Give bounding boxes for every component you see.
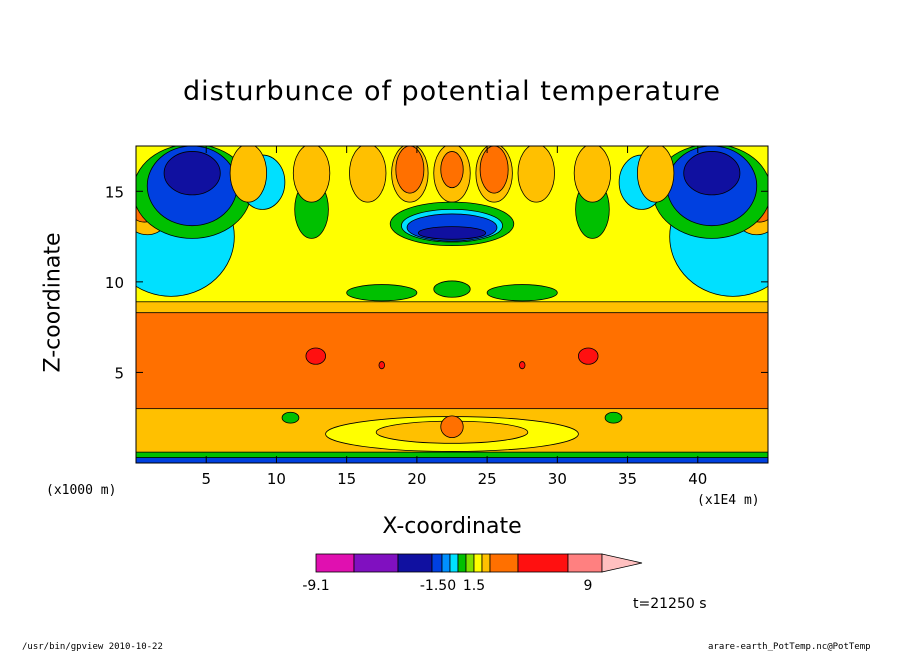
red-dot-right <box>519 361 526 370</box>
amber-pulse-1 <box>292 146 331 203</box>
colorbar-swatch <box>465 553 475 573</box>
green-dash-center <box>433 280 471 298</box>
x-axis-label: X-coordinate <box>382 514 522 539</box>
x-tick-label: 10 <box>267 470 286 488</box>
x-unit-right: (x1E4 m) <box>697 493 760 508</box>
colorbar-label: 1.5 <box>463 578 485 594</box>
chart-title: disturbunce of potential temperature <box>183 76 721 107</box>
navy-cell-right <box>683 151 741 196</box>
colorbar-swatch <box>473 553 483 573</box>
x-tick-label: 35 <box>618 470 637 488</box>
colorbar-swatch <box>449 553 459 573</box>
plot-frame <box>135 145 769 464</box>
amber-pulse-8 <box>636 146 675 203</box>
amber-pulse-7 <box>573 146 612 203</box>
green-dash-right <box>486 284 558 302</box>
orange-speck-center <box>440 415 464 439</box>
colorbar-swatch <box>315 553 355 573</box>
y-axis-label: Z-coordinate <box>40 232 66 373</box>
y-tick-label: 15 <box>105 183 124 201</box>
amber-pulse-0 <box>229 146 268 203</box>
colorbar-swatch <box>517 553 569 573</box>
time-label: t=21250 s <box>633 596 707 612</box>
green-speck-left <box>281 411 300 424</box>
orange-pulse-1 <box>479 146 509 194</box>
x-tick-label: 20 <box>407 470 426 488</box>
colorbar-swatch <box>431 553 443 573</box>
x-tick-label: 15 <box>337 470 356 488</box>
amber-pulse-2 <box>349 146 387 203</box>
x-tick-label: 25 <box>478 470 497 488</box>
y-tick-label: 5 <box>114 364 124 382</box>
band-bottom-blue <box>136 457 768 463</box>
red-dot-left <box>378 361 385 370</box>
colorbar-swatch <box>397 553 433 573</box>
amber-pulse-6 <box>517 146 555 203</box>
footer-left: /usr/bin/gpview 2010-10-22 <box>22 642 163 652</box>
x-tick-label: 30 <box>548 470 567 488</box>
green-speck-right <box>604 411 623 424</box>
x-tick-label: 5 <box>201 470 211 488</box>
colorbar-swatch <box>481 553 491 573</box>
orange-pulse-center <box>440 151 464 189</box>
central-navy-core <box>417 226 487 240</box>
colorbar-swatch <box>457 553 467 573</box>
navy-cell-left <box>163 151 221 196</box>
x-unit-left: (x1000 m) <box>46 483 117 498</box>
contour-field <box>136 146 768 463</box>
colorbar-label: 9 <box>584 578 593 594</box>
footer-right: arare-earth_PotTemp.nc@PotTemp <box>708 642 871 652</box>
band-amber-upper <box>136 301 768 314</box>
colorbar-swatch <box>567 553 603 573</box>
colorbar-swatch <box>489 553 519 573</box>
y-tick-label: 10 <box>105 274 124 292</box>
red-spot-right <box>578 347 599 365</box>
colorbar-swatch <box>353 553 399 573</box>
colorbar-label: -1.50 <box>420 578 456 594</box>
band-orange <box>136 312 768 410</box>
orange-pulse-0 <box>395 146 425 194</box>
green-dash-left <box>346 284 418 302</box>
colorbar-swatch <box>441 553 451 573</box>
red-spot-left <box>305 347 326 365</box>
colorbar-arrow <box>601 553 643 573</box>
x-tick-label: 40 <box>688 470 707 488</box>
colorbar-label: -9.1 <box>302 578 329 594</box>
